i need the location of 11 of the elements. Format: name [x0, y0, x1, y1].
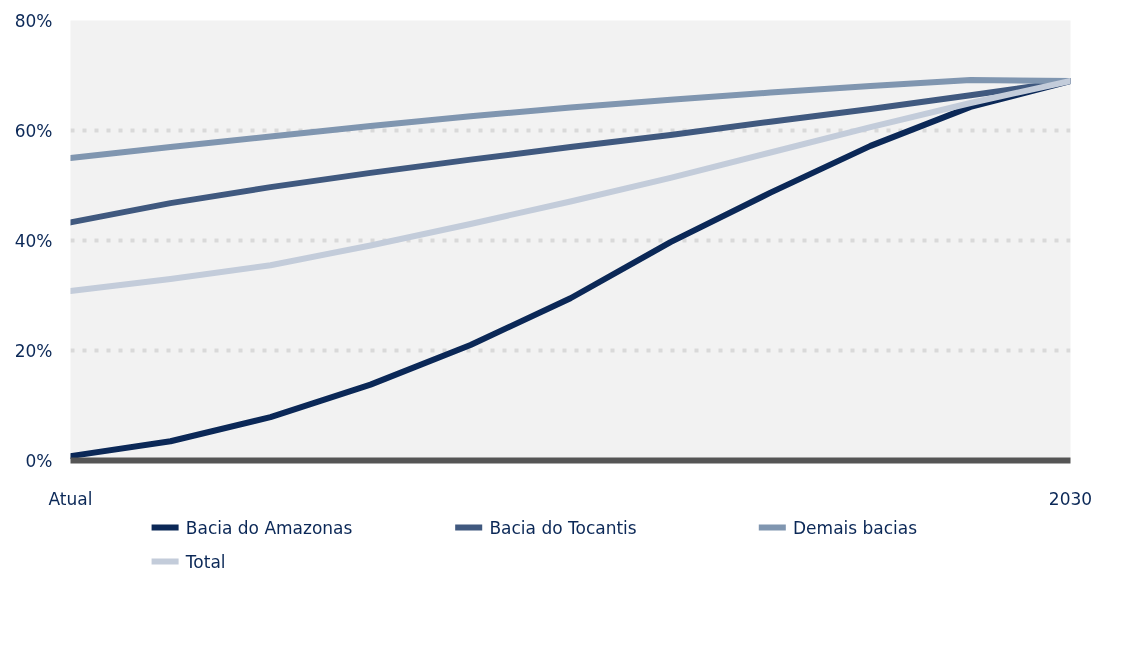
- y-tick-label: 40%: [14, 230, 53, 251]
- y-tick-label: 20%: [14, 340, 53, 361]
- y-tick-label: 80%: [14, 10, 53, 31]
- legend-label: Bacia do Amazonas: [185, 517, 353, 538]
- x-tick-label: Atual: [48, 488, 93, 509]
- legend-label: Total: [184, 551, 226, 572]
- legend-label: Bacia do Tocantis: [489, 517, 637, 538]
- legend-label: Demais bacias: [793, 517, 918, 538]
- x-tick-label: 2030: [1048, 488, 1093, 509]
- y-tick-label: 60%: [14, 120, 53, 141]
- y-tick-label: 0%: [25, 450, 53, 471]
